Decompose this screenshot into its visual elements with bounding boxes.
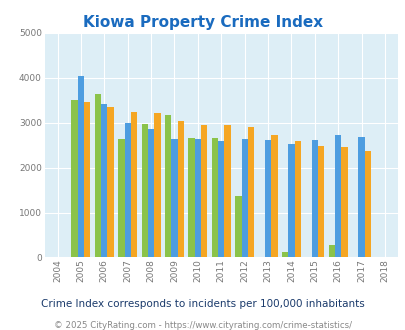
Bar bbox=[101, 104, 107, 257]
Text: © 2025 CityRating.com - https://www.cityrating.com/crime-statistics/: © 2025 CityRating.com - https://www.city… bbox=[54, 321, 351, 330]
Bar bbox=[130, 112, 137, 257]
Bar bbox=[118, 139, 124, 257]
Bar bbox=[234, 196, 241, 257]
Bar bbox=[164, 115, 171, 257]
Bar bbox=[294, 141, 300, 257]
Bar bbox=[341, 147, 347, 257]
Bar bbox=[241, 139, 247, 257]
Bar bbox=[177, 120, 183, 257]
Bar bbox=[107, 107, 113, 257]
Bar bbox=[78, 76, 84, 257]
Bar bbox=[171, 139, 177, 257]
Bar bbox=[95, 94, 101, 257]
Bar bbox=[124, 123, 130, 257]
Bar bbox=[334, 135, 341, 257]
Bar bbox=[71, 100, 78, 257]
Bar bbox=[224, 125, 230, 257]
Bar bbox=[200, 124, 207, 257]
Bar bbox=[364, 151, 370, 257]
Bar bbox=[84, 102, 90, 257]
Bar bbox=[281, 251, 288, 257]
Bar bbox=[311, 140, 317, 257]
Bar bbox=[217, 141, 224, 257]
Bar bbox=[141, 124, 147, 257]
Bar bbox=[194, 139, 200, 257]
Bar bbox=[358, 137, 364, 257]
Bar bbox=[328, 245, 334, 257]
Bar bbox=[271, 135, 277, 257]
Bar bbox=[288, 144, 294, 257]
Bar bbox=[317, 146, 324, 257]
Bar bbox=[147, 129, 154, 257]
Text: Kiowa Property Crime Index: Kiowa Property Crime Index bbox=[83, 15, 322, 30]
Bar bbox=[154, 113, 160, 257]
Bar bbox=[211, 138, 217, 257]
Bar bbox=[188, 139, 194, 257]
Text: Crime Index corresponds to incidents per 100,000 inhabitants: Crime Index corresponds to incidents per… bbox=[41, 299, 364, 309]
Bar bbox=[247, 127, 254, 257]
Bar bbox=[264, 140, 271, 257]
